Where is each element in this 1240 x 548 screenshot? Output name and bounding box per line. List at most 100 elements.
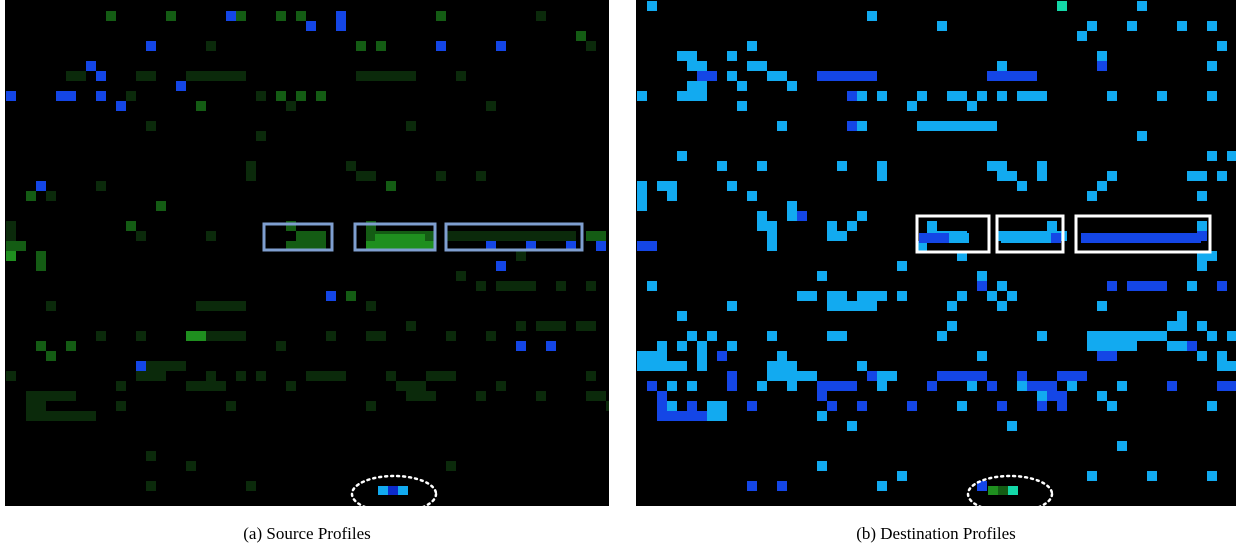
destination-cell [957,291,967,301]
destination-cell [687,381,697,391]
destination-cell [647,281,657,291]
destination-cell [667,381,677,391]
destination-cell [877,371,897,381]
source-cell [136,361,146,371]
destination-cell [1097,351,1117,361]
destination-cell [637,241,657,251]
destination-cell [1147,471,1157,481]
destination-cell [987,291,997,301]
source-cell [216,381,226,391]
source-cell [146,481,156,491]
destination-cell [767,221,777,231]
source-cell [496,381,506,391]
destination-cell [1217,361,1236,371]
source-cell [126,91,136,101]
destination-cell [757,211,767,221]
destination-cell [1087,331,1147,341]
destination-cell [1027,381,1057,391]
source-cell [226,401,236,411]
destination-cell [1217,41,1227,51]
source-cell [456,71,466,81]
destination-cell [647,1,657,11]
destination-cell [677,51,697,61]
source-cell [96,91,106,101]
destination-cell [637,191,647,201]
destination-cell [897,261,907,271]
destination-cell [1097,301,1107,311]
source-profiles-heatmap [6,11,609,506]
destination-cell [1137,1,1147,11]
destination-cell [897,291,907,301]
destination-cell [857,211,867,221]
destination-cell [997,401,1007,411]
destination-cell [827,291,847,301]
source-cell [276,11,286,21]
destination-cell [657,341,667,351]
destination-cell [1077,31,1087,41]
source-circled-cell [378,486,388,495]
destination-highlight-cell [1051,233,1061,243]
destination-cell [997,91,1007,101]
source-cell [316,91,326,101]
source-cell [36,261,46,271]
source-cell [286,381,296,391]
destination-cell [857,91,867,101]
source-dotted-circle [350,474,438,506]
destination-cell [977,271,987,281]
destination-cell [1217,171,1227,181]
destination-cell [1087,471,1097,481]
destination-profiles-heatmap [637,1,1236,506]
destination-cell [837,161,847,171]
destination-cell [747,191,757,201]
source-highlight-box-2 [353,222,437,252]
source-cell [486,241,496,251]
destination-cell [637,351,667,361]
destination-cell [1197,351,1207,361]
source-cell [546,341,556,351]
destination-cell [817,381,847,391]
destination-cell [1097,51,1107,61]
destination-profiles-panel [636,0,1236,506]
destination-cell [1127,341,1137,351]
source-cell [446,461,456,471]
destination-cell [1137,131,1147,141]
destination-cell [1057,1,1067,11]
destination-cell [1227,331,1236,341]
source-cell [146,361,186,371]
destination-cell [817,71,877,81]
destination-cell [787,381,797,391]
destination-cell [1107,281,1117,291]
destination-cell [1057,401,1067,411]
destination-cell [1037,161,1047,171]
destination-cell [727,381,737,391]
destination-highlight-cell [1081,233,1201,243]
destination-cell [767,331,777,341]
destination-cell [857,291,887,301]
destination-cell [1017,91,1047,101]
source-cell [196,101,206,111]
source-cell [146,121,156,131]
destination-cell [667,401,677,411]
destination-cell [997,281,1007,291]
destination-cell [867,371,877,381]
destination-highlight-box-2 [995,214,1065,254]
source-cell [346,291,356,301]
source-profiles-panel [5,0,609,506]
source-cell [136,371,166,381]
destination-cell [1087,21,1097,31]
source-highlight-box-1 [262,222,334,252]
destination-cell [847,421,857,431]
destination-cell [817,411,827,421]
destination-cell [1167,341,1187,351]
source-cell [136,231,146,241]
destination-cell [977,351,987,361]
destination-cell [977,91,987,101]
destination-cell [637,201,647,211]
destination-cell [1097,61,1107,71]
destination-cell [767,241,777,251]
destination-cell [837,231,847,241]
source-cell [486,331,496,341]
destination-cell [917,241,927,251]
destination-cell [967,101,977,111]
source-cell [576,31,586,41]
